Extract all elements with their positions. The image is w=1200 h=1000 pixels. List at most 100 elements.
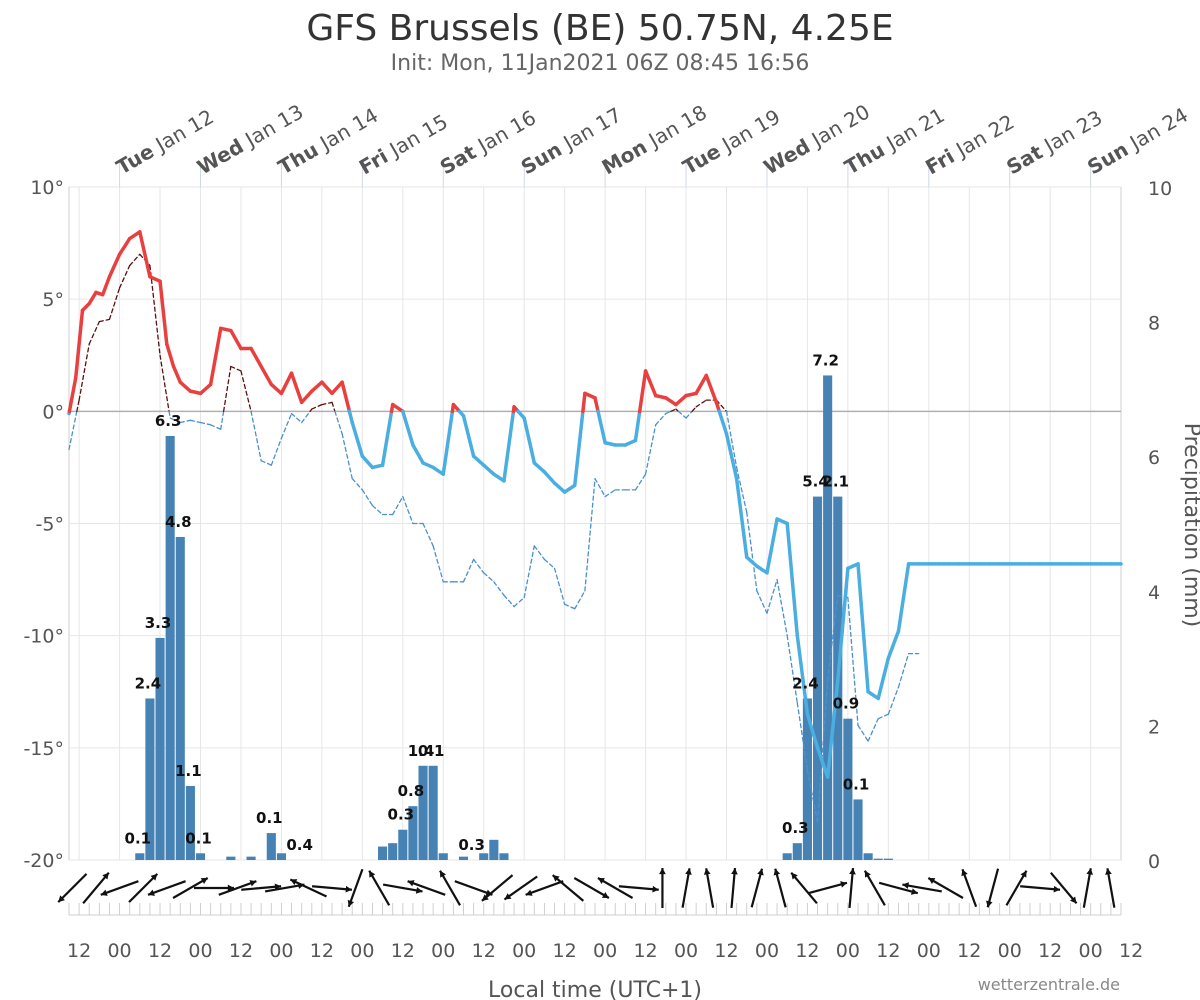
right-axis-tick-label: 0 bbox=[1148, 851, 1160, 873]
bottom-axis-tick-label: 12 bbox=[229, 940, 253, 962]
temperature-line-segment bbox=[886, 629, 901, 660]
wind-arrow-head bbox=[481, 894, 489, 901]
wind-arrow-shaft bbox=[730, 867, 737, 909]
wind-arrow-head bbox=[150, 873, 158, 881]
wind-arrow-shaft bbox=[100, 880, 139, 896]
right-axis-tick-label: 2 bbox=[1148, 716, 1160, 738]
precipitation-bar bbox=[489, 839, 499, 860]
wind-arrow-shaft bbox=[289, 878, 327, 898]
wind-arrow-shaft bbox=[311, 885, 353, 891]
dewpoint-line-segment bbox=[334, 410, 343, 435]
wind-band bbox=[57, 867, 1122, 916]
wind-arrow-head bbox=[685, 868, 692, 875]
chart-title: GFS Brussels (BE) 50.75N, 4.25E bbox=[306, 8, 893, 49]
wind-arrow-shaft bbox=[347, 868, 364, 908]
dewpoint-line-segment bbox=[695, 399, 707, 408]
dewpoint-line-segment bbox=[220, 410, 225, 430]
precipitation-bar bbox=[175, 536, 185, 860]
precipitation-value-label: 0.1 bbox=[418, 742, 445, 760]
wind-arrow-head bbox=[100, 889, 108, 896]
credit-text: wetterzentrale.de bbox=[978, 975, 1120, 994]
wind-arrow-head bbox=[249, 880, 257, 887]
wind-arrow-shaft bbox=[241, 885, 282, 891]
temperature-line-segment bbox=[249, 346, 263, 369]
wind-arrow-shaft bbox=[218, 880, 257, 896]
dewpoint-line-segment bbox=[432, 545, 444, 583]
precipitation-value-label: 5.4 bbox=[802, 473, 829, 491]
dewpoint-line-segment bbox=[665, 410, 672, 415]
temperature-line-segment bbox=[744, 555, 759, 568]
bottom-axis-tick-label: 12 bbox=[1038, 940, 1062, 962]
temperature-line-segment bbox=[411, 443, 425, 465]
precipitation-value-label: 1.1 bbox=[175, 762, 202, 780]
wind-arrow-shaft bbox=[1005, 870, 1028, 906]
dewpoint-line-segment bbox=[533, 545, 546, 561]
temperature-line-segment bbox=[775, 517, 789, 526]
temperature-line-segment bbox=[674, 393, 688, 407]
wind-arrow-shaft bbox=[986, 868, 1000, 908]
temperature-line-segment bbox=[208, 326, 223, 387]
temperature-line-segment bbox=[734, 476, 749, 559]
precipitation-bar bbox=[873, 858, 883, 860]
wind-arrow-head bbox=[902, 882, 910, 889]
wind-arrow-head bbox=[652, 885, 659, 893]
temperature-lines bbox=[67, 230, 1123, 823]
precipitation-value-label: 2.4 bbox=[135, 674, 162, 692]
temperature-line-segment bbox=[785, 521, 800, 638]
dewpoint-line-segment bbox=[604, 489, 616, 498]
left-axis-tick-label: -15° bbox=[23, 738, 64, 760]
dewpoint-line-segment bbox=[670, 408, 677, 412]
temperature-line-segment bbox=[289, 371, 304, 405]
dewpoint-line-segment bbox=[168, 410, 171, 419]
dewpoint-line-segment bbox=[280, 412, 293, 439]
temperature-line-segment bbox=[320, 380, 334, 396]
temperature-line-segment bbox=[532, 461, 547, 474]
bottom-axis-tick-label: 12 bbox=[553, 940, 577, 962]
wind-arrow-shaft bbox=[808, 881, 848, 895]
dewpoint-line-segment bbox=[746, 511, 758, 592]
wind-arrow-shaft bbox=[439, 870, 461, 906]
temperature-line-segment bbox=[755, 564, 769, 575]
precipitation-value-label: 0.3 bbox=[388, 806, 415, 824]
temperature-line-segment bbox=[593, 396, 600, 414]
temperature-line-segment bbox=[623, 438, 638, 447]
wind-arrow-head bbox=[773, 868, 781, 876]
wind-arrow-shaft bbox=[172, 877, 209, 899]
temperature-line-segment bbox=[795, 633, 810, 716]
bottom-axis-tick-label: 12 bbox=[148, 940, 172, 962]
bottom-axis-tick-label: 00 bbox=[674, 940, 698, 962]
dewpoint-line-segment bbox=[877, 713, 889, 720]
dewpoint-line-segment bbox=[351, 477, 363, 491]
temperature-line-segment bbox=[896, 562, 911, 633]
precipitation-value-label: 0.1 bbox=[125, 829, 152, 847]
temperature-line-segment bbox=[461, 414, 476, 458]
bottom-axis-tick-label: 00 bbox=[593, 940, 617, 962]
dewpoint-line-segment bbox=[685, 410, 693, 419]
precipitation-bar bbox=[802, 698, 812, 860]
left-axis-tick-label: -5° bbox=[36, 514, 64, 536]
dewpoint-line-segment bbox=[240, 370, 252, 412]
wind-arrow-head bbox=[910, 888, 918, 895]
precipitation-value-label: 0.4 bbox=[286, 836, 313, 854]
bottom-axis-tick-label: 12 bbox=[957, 940, 981, 962]
dewpoint-line-segment bbox=[766, 578, 778, 614]
dewpoint-line-segment bbox=[230, 365, 242, 372]
temperature-line-segment bbox=[347, 409, 354, 425]
precipitation-bar bbox=[812, 496, 823, 860]
wind-arrow-shaft bbox=[407, 880, 446, 896]
precipitation-bar bbox=[843, 718, 853, 860]
temperature-line-segment bbox=[471, 454, 486, 467]
temperature-line-segment bbox=[350, 420, 365, 458]
bottom-axis-tick-label: 00 bbox=[431, 940, 455, 962]
precipitation-bar bbox=[418, 765, 428, 860]
temperature-line-segment bbox=[805, 712, 820, 750]
precipitation-value-label: 0.1 bbox=[256, 809, 283, 827]
temperature-line-segment bbox=[158, 279, 169, 346]
wind-arrow-head bbox=[791, 872, 798, 880]
wind-arrow-shaft bbox=[481, 874, 514, 902]
wind-arrow-head bbox=[504, 893, 512, 900]
dewpoint-line-segment bbox=[513, 596, 525, 608]
wind-arrow-head bbox=[659, 868, 666, 875]
right-axis-tick-label: 6 bbox=[1148, 447, 1160, 469]
